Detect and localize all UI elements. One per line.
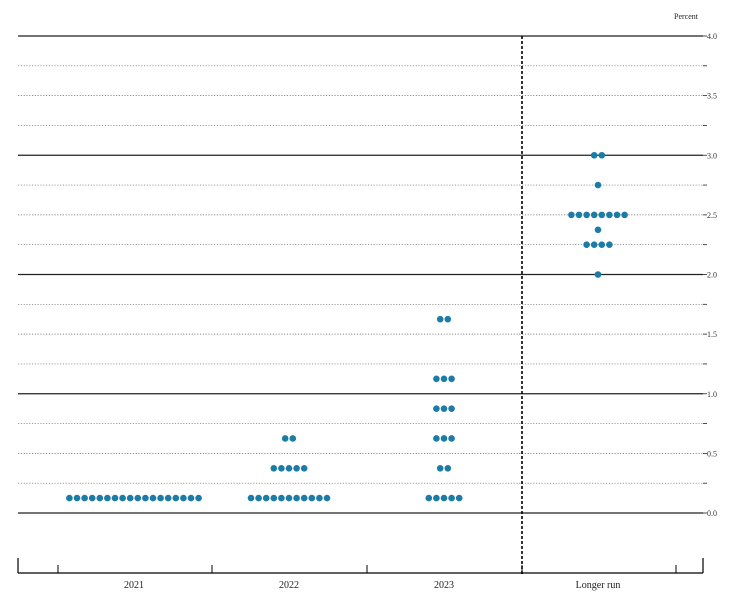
- y-tick-label: 4.0: [707, 32, 717, 41]
- data-dot: [96, 494, 104, 502]
- data-dot: [440, 405, 448, 412]
- data-dot: [195, 494, 202, 502]
- data-dot: [164, 494, 172, 502]
- data-dot: [606, 241, 613, 248]
- dots: [66, 151, 628, 502]
- data-dot: [247, 494, 255, 502]
- data-dot: [440, 494, 448, 502]
- data-dot: [262, 494, 270, 502]
- data-dot: [448, 405, 455, 412]
- data-dot: [598, 241, 606, 248]
- data-dot: [119, 494, 126, 502]
- data-dot: [180, 494, 187, 502]
- data-dot: [444, 315, 452, 323]
- data-dot: [88, 494, 96, 502]
- data-dot: [575, 211, 583, 219]
- y-tick-labels: 4.0 3.5 3.0 2.5 2.0 1.5 1.0 0.5 0.0: [707, 32, 717, 518]
- data-dot: [613, 211, 621, 219]
- data-dot: [433, 375, 440, 383]
- data-dot: [281, 435, 289, 442]
- y-tick-label: 0.0: [707, 509, 717, 518]
- data-dot: [142, 494, 149, 502]
- data-dot: [285, 494, 293, 502]
- data-dot: [278, 464, 285, 472]
- data-dot: [126, 494, 134, 502]
- data-dot: [255, 494, 262, 502]
- data-dot: [300, 494, 308, 502]
- y-tick-label: 3.5: [707, 92, 717, 101]
- x-axis: [17, 558, 704, 574]
- x-category-label: 2021: [124, 580, 144, 591]
- gridlines: [18, 35, 707, 574]
- data-dot: [270, 464, 278, 472]
- data-dot: [323, 494, 331, 502]
- x-category-labels: 2021 2022 2023 Longer run: [124, 580, 620, 591]
- data-dot: [433, 494, 440, 502]
- data-dot: [583, 241, 590, 248]
- data-dot: [594, 181, 602, 189]
- data-dot: [444, 464, 452, 472]
- y-tick-label: 2.5: [707, 211, 717, 220]
- data-dot: [289, 435, 297, 442]
- data-dot: [433, 405, 440, 412]
- y-tick-label: 1.0: [707, 390, 717, 399]
- y-tick-label: 0.5: [707, 449, 717, 458]
- data-dot: [436, 464, 444, 472]
- data-dot: [134, 494, 142, 502]
- data-dot: [594, 226, 602, 234]
- data-dot: [270, 494, 278, 502]
- data-dot: [594, 271, 602, 278]
- data-dot: [308, 494, 316, 502]
- data-dot: [455, 494, 463, 502]
- x-category-label: Longer run: [576, 580, 621, 591]
- data-dot: [157, 494, 164, 502]
- data-dot: [440, 435, 448, 442]
- data-dot: [448, 494, 455, 502]
- data-dot: [111, 494, 119, 502]
- data-dot: [590, 241, 598, 248]
- data-dot: [149, 494, 157, 502]
- data-dot: [425, 494, 433, 502]
- data-dot: [293, 494, 300, 502]
- data-dot: [73, 494, 81, 502]
- data-dot: [621, 211, 628, 219]
- x-category-label: 2022: [279, 580, 299, 591]
- data-dot: [590, 151, 598, 159]
- data-dot: [433, 435, 440, 442]
- unit-label: Percent: [674, 12, 699, 21]
- data-dot: [606, 211, 613, 219]
- data-dot: [583, 211, 590, 219]
- data-dot: [172, 494, 180, 502]
- data-dot: [285, 464, 293, 472]
- data-dot: [440, 375, 448, 383]
- x-category-label: 2023: [434, 580, 454, 591]
- data-dot: [316, 494, 323, 502]
- data-dot: [590, 211, 598, 219]
- data-dot: [66, 494, 73, 502]
- data-dot: [187, 494, 195, 502]
- data-dot: [300, 464, 308, 472]
- y-tick-label: 1.5: [707, 330, 717, 339]
- data-dot: [448, 375, 455, 383]
- data-dot: [568, 211, 575, 219]
- data-dot: [436, 315, 444, 323]
- y-tick-label: 2.0: [707, 271, 717, 280]
- data-dot: [81, 494, 88, 502]
- data-dot: [104, 494, 111, 502]
- data-dot: [448, 435, 455, 442]
- data-dot: [293, 464, 300, 472]
- data-dot: [598, 211, 606, 219]
- y-tick-label: 3.0: [707, 151, 717, 160]
- data-dot: [278, 494, 285, 502]
- data-dot: [598, 151, 606, 159]
